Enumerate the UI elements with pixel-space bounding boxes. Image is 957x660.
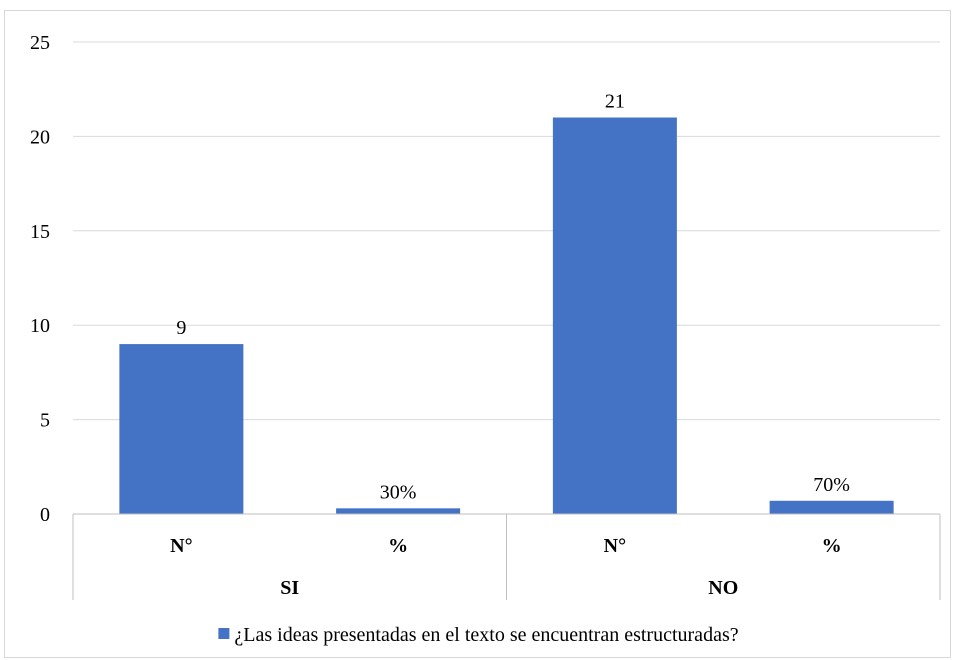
x-group-label: SI [280,577,299,599]
bars [119,117,894,515]
bar [552,117,677,515]
y-tick-label: 20 [30,126,50,148]
bar [336,508,461,514]
x-category-label: % [388,535,408,557]
data-labels: 9 30% 21 70% [176,91,850,504]
y-tick-label: 15 [30,221,50,243]
legend-label: ¿Las ideas presentadas en el texto se en… [234,624,738,646]
y-tick-label: 0 [40,504,50,526]
data-label: 21 [605,91,625,113]
legend: ¿Las ideas presentadas en el texto se en… [218,624,739,646]
data-label: 9 [176,317,186,339]
x-group-label: NO [708,577,738,599]
legend-swatch [218,628,230,639]
x-category-label: % [822,535,842,557]
data-label: 30% [380,481,417,503]
x-category-label: N° [170,535,192,557]
chart-frame [4,10,951,658]
x-category-label: N° [604,535,626,557]
y-tick-label: 5 [40,410,50,432]
y-tick-label: 25 [30,32,50,54]
x-axis: N° % SI N° % NO [72,513,941,600]
y-axis: 0 5 10 15 20 25 [30,32,50,526]
y-tick-label: 10 [30,315,50,337]
bar [769,500,894,514]
bar [119,344,244,514]
data-label: 70% [813,474,850,496]
